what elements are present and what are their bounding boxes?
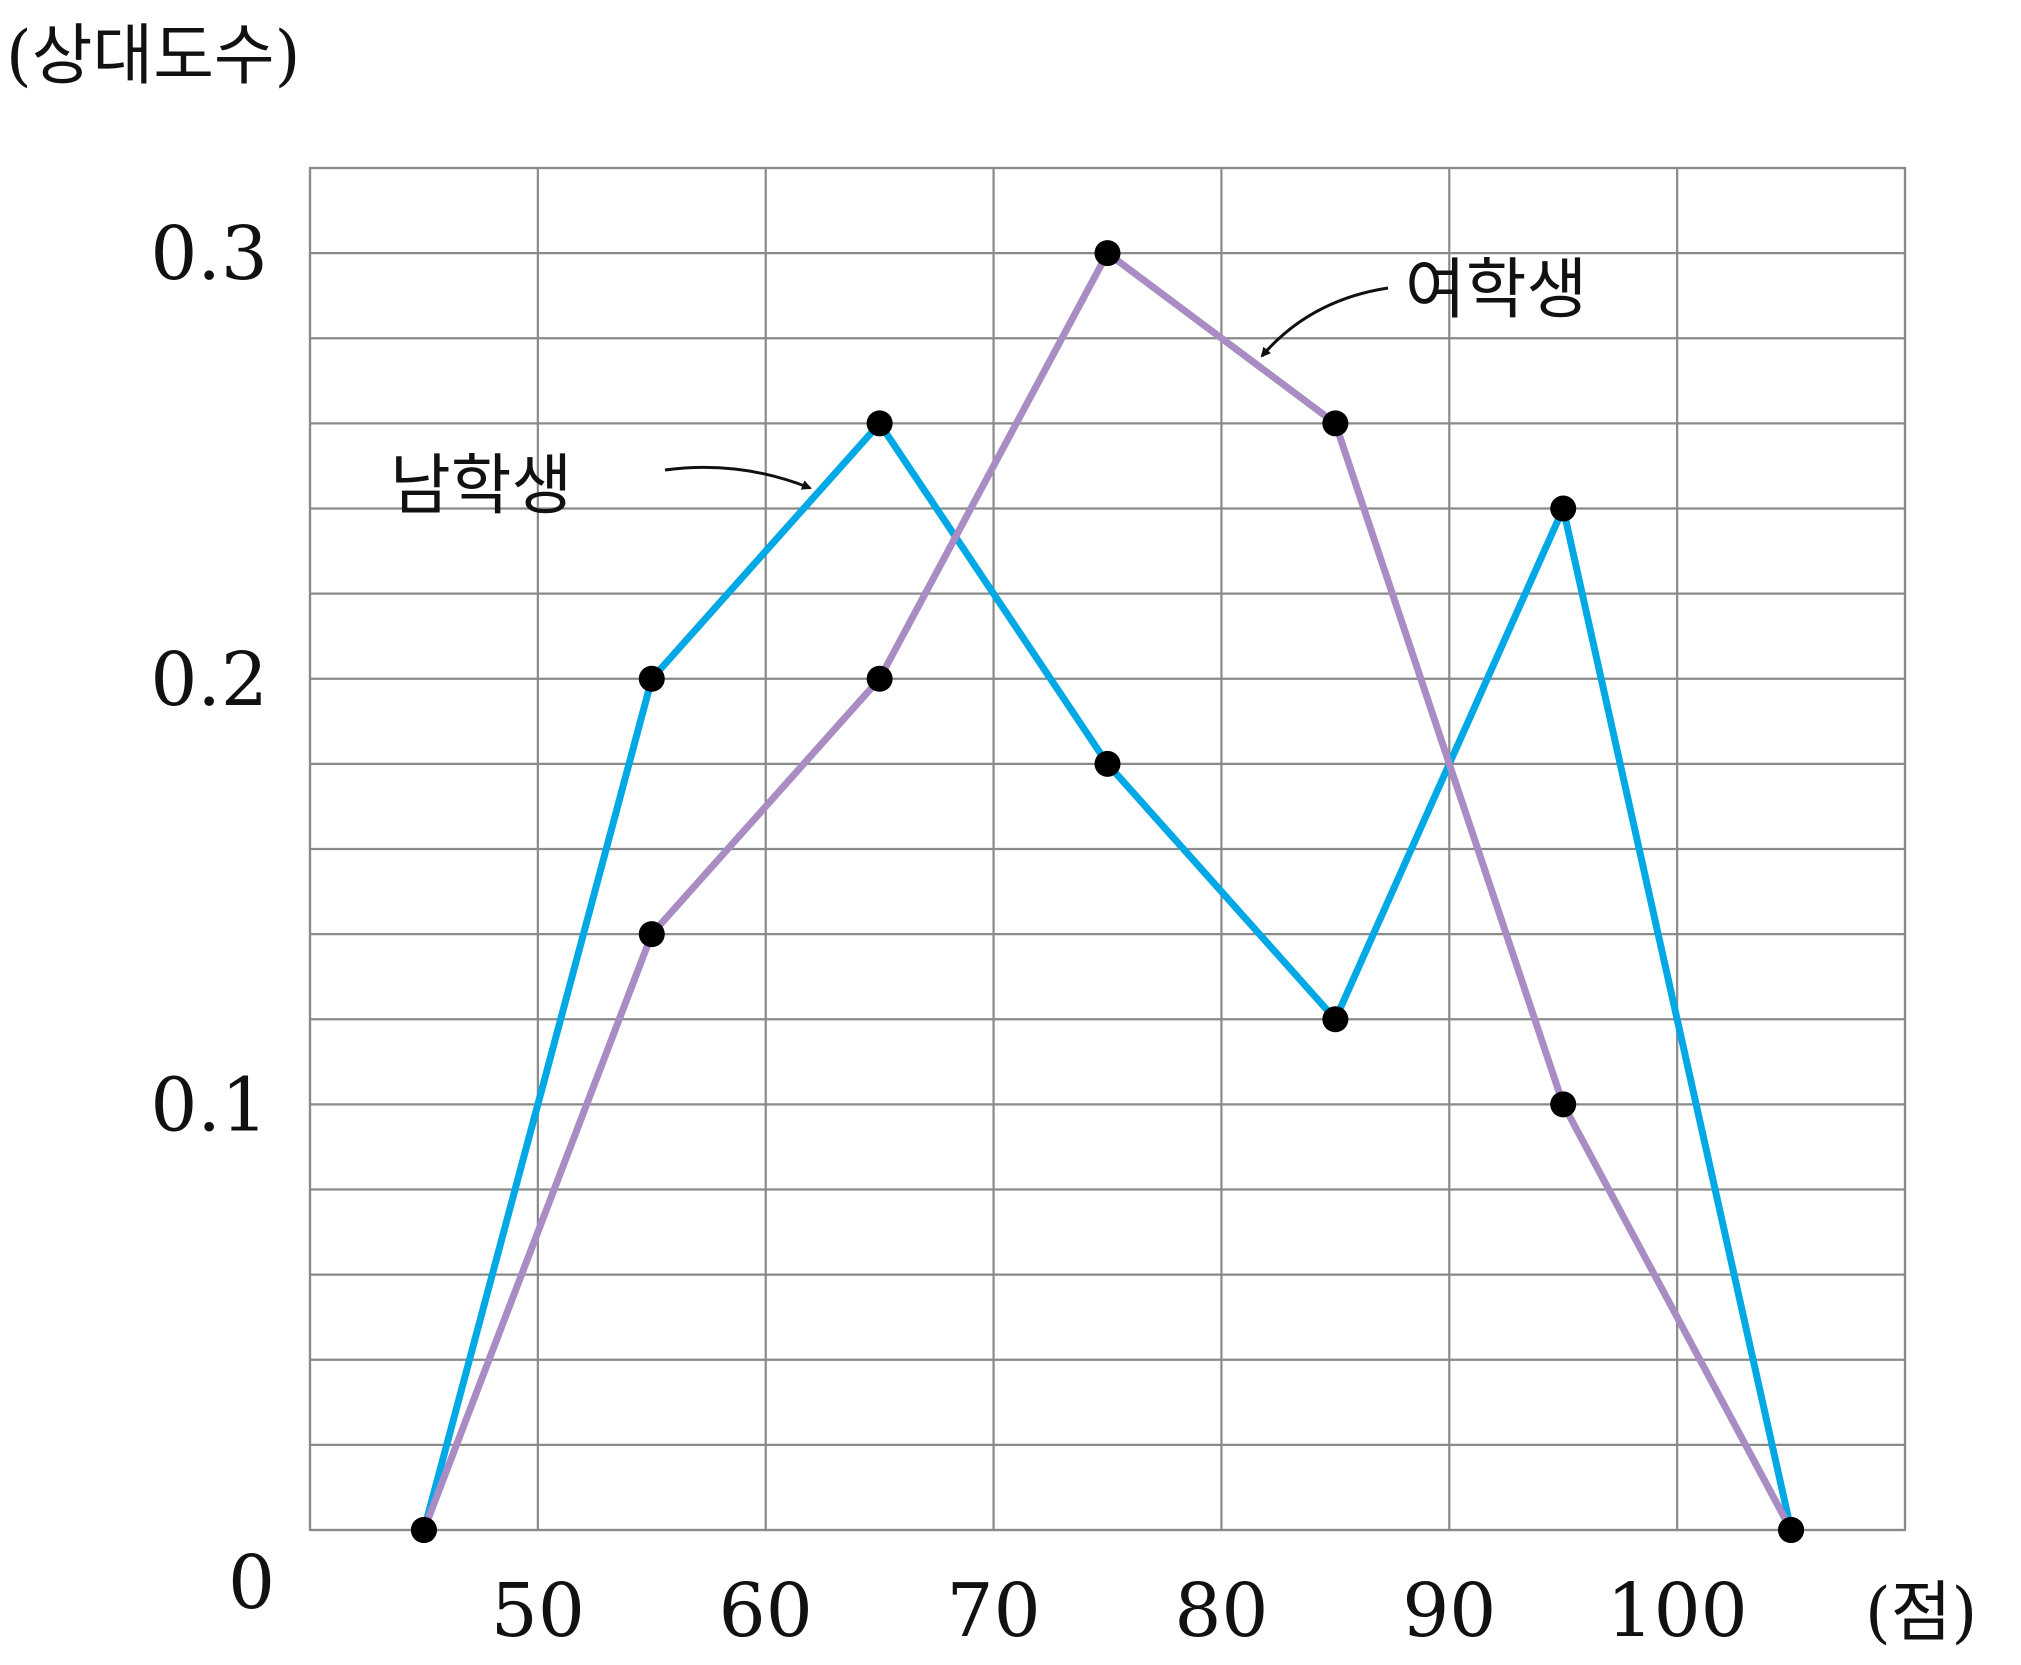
series-label-male: 남학생 [390, 447, 572, 524]
y-tick-label: 0.1 [150, 1062, 268, 1148]
series-label-female: 여학생 [1405, 251, 1587, 328]
x-tick-label: 50 [491, 1568, 585, 1654]
series-points [410, 240, 1805, 1543]
data-point-1-0 [410, 1517, 437, 1543]
x-tick-label: 70 [946, 1568, 1040, 1654]
x-axis-title: (점) [1865, 1574, 1977, 1651]
data-point-1-3 [1094, 240, 1121, 267]
x-tick-labels: 50 60 70 80 90 100 [491, 1568, 1748, 1654]
y-tick-label: 0.2 [150, 637, 268, 723]
x-tick-label: 100 [1607, 1568, 1748, 1654]
data-point-1-2 [866, 665, 893, 692]
data-point-1-5 [1550, 1091, 1577, 1118]
data-point-0-1 [638, 665, 665, 692]
data-point-0-2 [866, 410, 893, 437]
x-tick-label: 80 [1174, 1568, 1268, 1654]
x-tick-label: 90 [1402, 1568, 1496, 1654]
data-point-1-6 [1778, 1517, 1805, 1543]
data-point-1-4 [1322, 410, 1349, 437]
series-lines [420, 249, 1795, 1532]
data-point-1-1 [638, 921, 665, 948]
data-point-0-5 [1550, 495, 1577, 522]
y-tick-labels: 0.1 0.2 0.3 [150, 211, 268, 1148]
origin-label: 0 [228, 1540, 275, 1626]
y-axis-title: (상대도수) [6, 17, 300, 94]
plot-frame [308, 166, 1907, 1532]
grid [308, 166, 1907, 1532]
x-tick-label: 60 [719, 1568, 813, 1654]
y-tick-label: 0.3 [150, 211, 268, 297]
data-point-0-4 [1322, 1006, 1349, 1033]
series-line-1 [420, 249, 1795, 1532]
arrow-female [1260, 286, 1389, 358]
series-line-0 [420, 419, 1795, 1531]
data-point-0-3 [1094, 750, 1121, 777]
series-annotations: 남학생 여학생 [390, 251, 1587, 524]
arrow-male [664, 465, 812, 490]
